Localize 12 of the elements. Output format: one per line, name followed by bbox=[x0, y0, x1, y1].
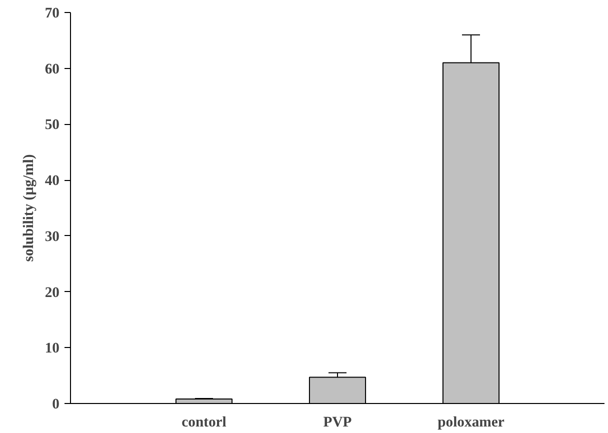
y-tick-label: 70 bbox=[44, 6, 60, 22]
y-tick-label: 0 bbox=[52, 396, 60, 412]
y-axis-title: solubility (µg/ml) bbox=[20, 154, 37, 262]
x-tick-label: contorl bbox=[182, 414, 226, 430]
y-tick-label: 30 bbox=[44, 228, 60, 245]
y-tick-label: 20 bbox=[44, 284, 60, 301]
x-tick-label: poloxamer bbox=[438, 414, 505, 430]
y-tick-label: 10 bbox=[44, 340, 60, 357]
y-tick-label: 60 bbox=[44, 61, 60, 78]
y-tick-label: 50 bbox=[44, 117, 60, 134]
y-tick-label: 40 bbox=[44, 173, 60, 190]
x-tick-label: PVP bbox=[323, 414, 352, 430]
